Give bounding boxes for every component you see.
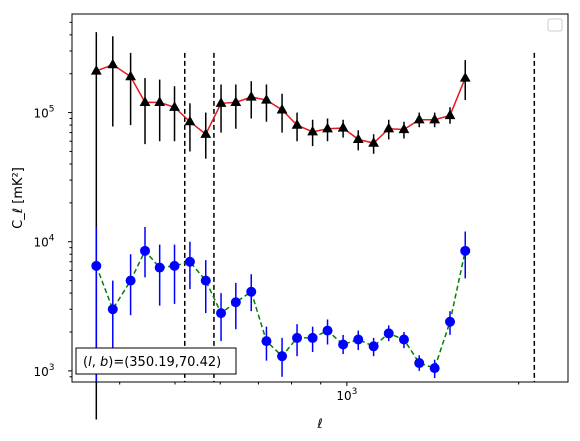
point-triangle-14 — [307, 125, 319, 136]
point-circle-12 — [277, 351, 288, 362]
point-triangle-22 — [429, 113, 441, 124]
point-circle-8 — [216, 308, 227, 319]
y-tick-exp: 3 — [49, 363, 55, 373]
point-circle-21 — [414, 358, 425, 369]
point-circle-15 — [322, 325, 333, 336]
point-triangle-12 — [276, 103, 288, 114]
point-circle-18 — [368, 341, 379, 352]
y-tick-exp: 4 — [49, 234, 55, 244]
point-triangle-23 — [444, 109, 456, 120]
point-circle-7 — [200, 275, 211, 286]
point-triangle-3 — [139, 96, 151, 106]
x-tick-base: 10 — [336, 389, 351, 403]
svg-text:(l, b)=(350.19,70.42): (l, b)=(350.19,70.42) — [83, 355, 221, 370]
x-tick-exp: 3 — [352, 387, 358, 397]
y-tick-label: 103 — [33, 363, 54, 379]
point-circle-3 — [140, 245, 151, 256]
y-tick-exp: 5 — [49, 105, 55, 115]
y-tick-base: 10 — [33, 365, 48, 379]
point-circle-9 — [230, 297, 241, 308]
y-tick-label: 104 — [33, 234, 54, 250]
point-circle-5 — [169, 260, 180, 271]
markers — [90, 58, 471, 374]
point-circle-20 — [398, 334, 409, 345]
annotation-open: ( — [83, 355, 88, 370]
point-circle-16 — [338, 339, 349, 350]
annotation-value: =(350.19,70.42) — [113, 355, 221, 370]
point-circle-19 — [383, 328, 394, 339]
point-triangle-1 — [107, 58, 119, 69]
annotation-b: b — [100, 355, 108, 370]
point-circle-0 — [91, 260, 102, 271]
point-triangle-10 — [245, 91, 257, 101]
point-triangle-15 — [322, 122, 333, 133]
annotation-close: ) — [108, 355, 113, 370]
annotation-comma: , — [92, 355, 100, 370]
point-triangle-20 — [398, 123, 410, 134]
point-circle-24 — [460, 245, 471, 256]
point-circle-17 — [353, 334, 364, 345]
point-circle-14 — [307, 332, 318, 343]
point-circle-2 — [125, 275, 136, 286]
point-triangle-21 — [413, 113, 425, 124]
point-circle-1 — [107, 304, 118, 315]
point-triangle-19 — [383, 122, 395, 133]
annotation-l: l — [88, 355, 92, 370]
point-triangle-18 — [368, 137, 380, 147]
point-triangle-11 — [261, 94, 272, 104]
point-triangle-0 — [90, 64, 102, 75]
annotation-box: (l, b)=(350.19,70.42) — [75, 347, 237, 375]
point-triangle-9 — [230, 96, 242, 106]
point-triangle-17 — [352, 133, 364, 143]
point-triangle-6 — [184, 115, 196, 126]
point-triangle-7 — [200, 128, 212, 138]
point-circle-10 — [246, 286, 257, 297]
point-triangle-4 — [154, 96, 166, 106]
point-triangle-13 — [291, 119, 303, 129]
point-triangle-5 — [169, 101, 180, 111]
point-triangle-2 — [125, 70, 137, 81]
y-tick-base: 10 — [33, 236, 48, 250]
point-circle-23 — [445, 316, 456, 327]
point-circle-13 — [292, 332, 303, 343]
x-tick-label: 103 — [336, 387, 357, 403]
point-triangle-16 — [337, 121, 349, 132]
point-circle-6 — [184, 256, 195, 267]
y-tick-base: 10 — [33, 107, 48, 121]
point-circle-4 — [154, 262, 165, 273]
point-triangle-24 — [459, 72, 471, 82]
legend-box — [547, 18, 563, 32]
y-tick-label: 105 — [33, 105, 54, 121]
plot-background — [72, 14, 568, 382]
vertical-lines — [183, 52, 536, 382]
x-axis-label: ℓ — [316, 417, 322, 432]
y-axis-label: C_ℓ [mK²] — [11, 167, 26, 229]
point-circle-11 — [261, 336, 272, 347]
point-triangle-8 — [215, 97, 227, 107]
plot-frame — [71, 13, 569, 383]
point-circle-22 — [429, 363, 440, 374]
